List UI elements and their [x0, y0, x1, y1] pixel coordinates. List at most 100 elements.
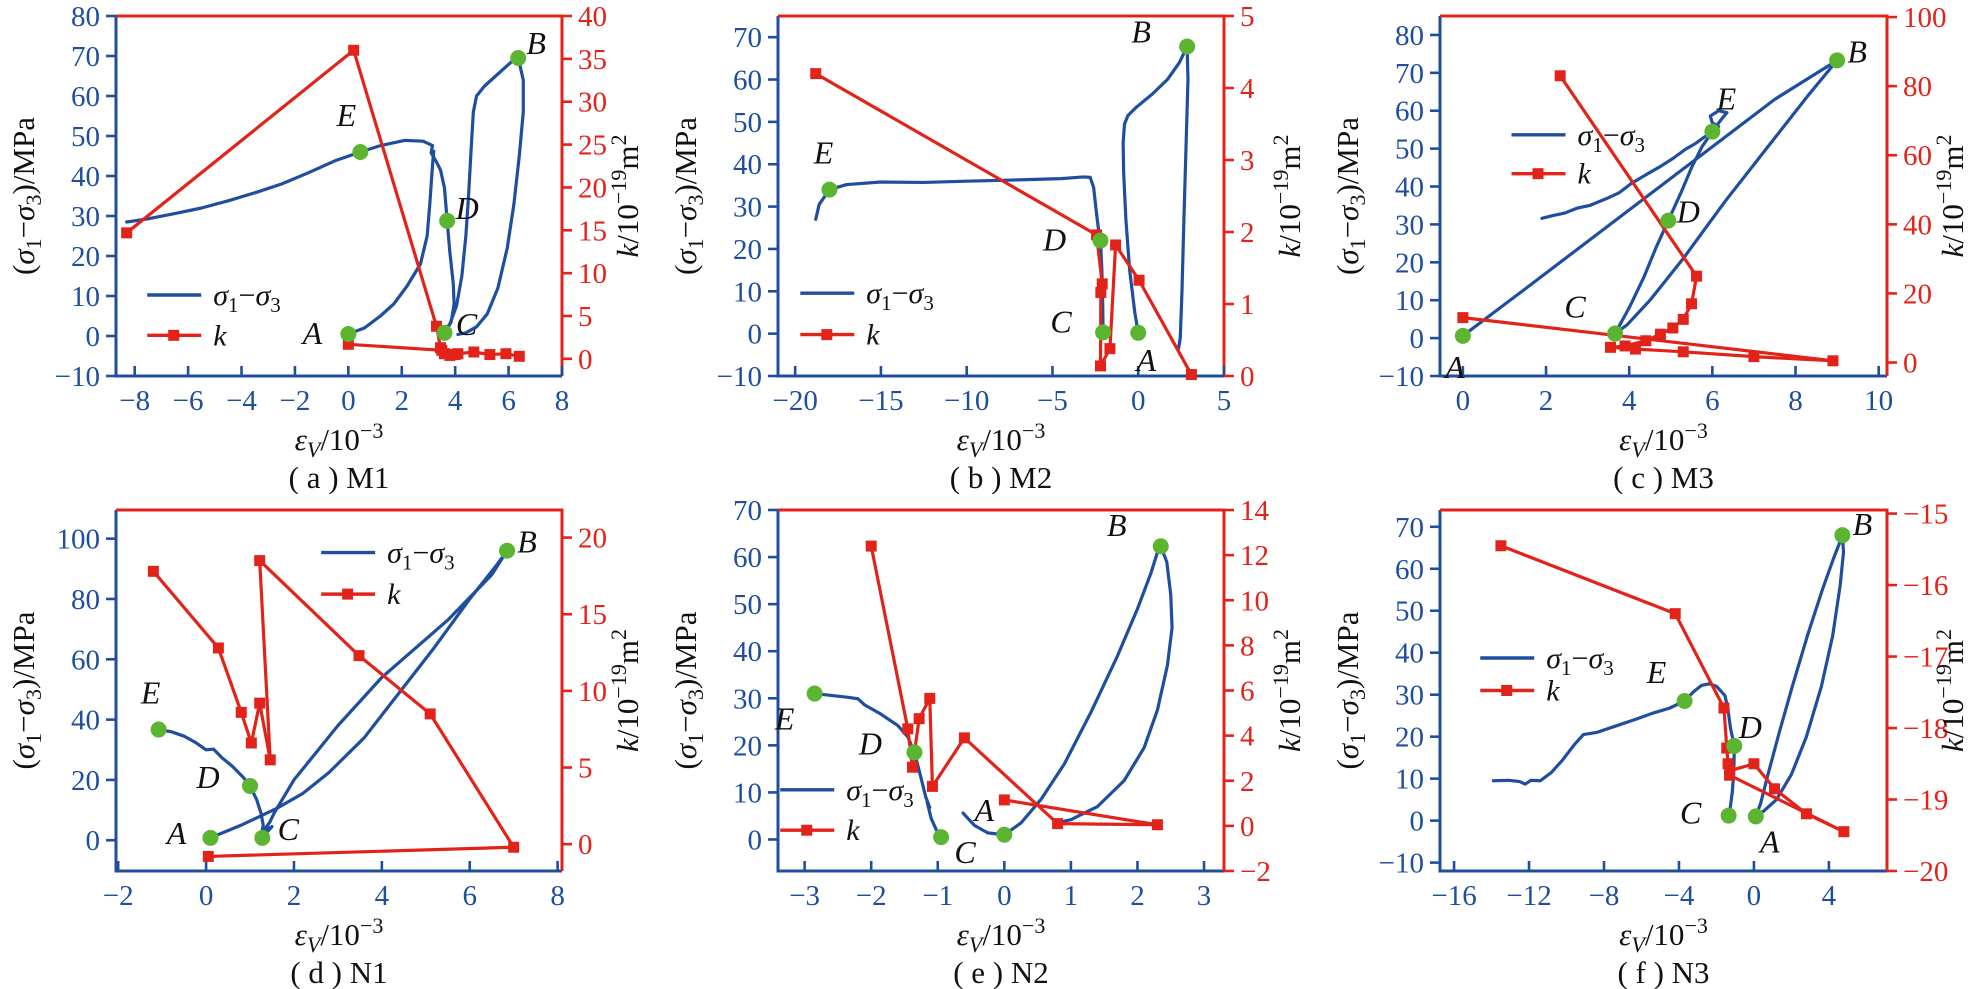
stage-point-label-e: E — [1646, 654, 1667, 690]
x-tick-label: 0 — [1131, 385, 1146, 417]
stress-strain-curve — [157, 727, 265, 840]
x-tick-label: −16 — [1431, 880, 1476, 912]
chart-canvas-e: −3 −2 −1 0 1 2 3010203040506070−202468101214(σ… — [668, 495, 1307, 989]
y-right-tick-label: 60 — [1903, 140, 1932, 172]
permeability-marker — [264, 754, 276, 766]
y-right-tick-label: 40 — [578, 1, 607, 33]
permeability-curve — [869, 545, 1160, 827]
y-right-tick-label: 10 — [578, 676, 607, 708]
axis-frame-red — [1440, 508, 1889, 871]
legend-marker-k — [801, 824, 813, 836]
y-left-tick-label: 0 — [748, 824, 763, 856]
permeability-marker — [1748, 758, 1760, 770]
chart-canvas-f: −16 −12 −8 −4 0 4 −10 0 10 20 30 40 50 60 70 −20 −19 −18 −… — [1330, 499, 1970, 989]
stress-strain-curve — [1121, 44, 1189, 335]
stage-point-label-a: A — [301, 315, 323, 351]
y-right-tick-label: 5 — [578, 753, 593, 785]
stage-point-label-c: C — [1050, 303, 1072, 339]
x-tick-label: 5 — [1217, 385, 1232, 417]
stage-point-b — [1152, 538, 1169, 555]
stress-strain-curve — [1613, 58, 1839, 336]
x-tick-label: 1 — [1064, 880, 1079, 912]
y-left-tick-label: 30 — [1395, 209, 1424, 241]
stage-point-d — [1726, 737, 1743, 754]
stage-point-d — [242, 777, 259, 794]
stage-point-b — [1829, 52, 1846, 69]
y-right-tick-label: 35 — [578, 44, 607, 76]
y-right-tick-label: 1 — [1240, 289, 1255, 321]
y-left-axis-title: (σ1−σ3)/MPa — [1330, 117, 1370, 275]
y-right-tick-label: 0 — [578, 344, 593, 376]
stress-strain-curve — [125, 138, 435, 224]
stage-point-label-b: B — [1131, 13, 1151, 49]
x-tick-label: 6 — [501, 385, 516, 417]
x-tick-label: 4 — [1622, 385, 1637, 417]
y-left-tick-label: 50 — [1395, 134, 1424, 166]
stage-point-c — [436, 324, 453, 341]
legend-label: k — [213, 319, 227, 352]
y-left-tick-label: 30 — [733, 192, 762, 224]
y-left-tick-label: 80 — [71, 1, 100, 33]
stage-point-e — [821, 181, 838, 198]
stage-point-d — [906, 744, 923, 761]
chart-canvas-a: −8 −6 −4 −2 0 2 4 6 8 −10 0 10 20 30 40 50 60 70 80 0 5 10 15 2… — [6, 1, 645, 494]
y-right-tick-label: −15 — [1903, 499, 1948, 531]
axis-frame-blue — [776, 510, 1224, 873]
stage-point-d — [1092, 232, 1109, 249]
chart-canvas-d: −2 0 2 4 6 802040608010005101520(σ1−σ3)/MPak/… — [6, 508, 645, 989]
y-left-tick-label: 10 — [71, 281, 100, 313]
x-tick-label: 0 — [997, 880, 1012, 912]
legend-marker-k — [342, 588, 354, 600]
permeability-marker — [1718, 702, 1730, 714]
stage-point-label-d: D — [858, 725, 882, 761]
y-left-tick-label: 50 — [733, 589, 762, 621]
permeability-marker — [1554, 70, 1566, 82]
stage-point-b — [1179, 38, 1196, 55]
axis-frame-red — [116, 508, 564, 871]
x-tick-label: 6 — [1705, 385, 1720, 417]
stage-point-e — [352, 144, 369, 160]
permeability-marker — [1667, 322, 1679, 334]
y-left-tick-label: 100 — [57, 524, 101, 556]
stage-point-label-c: C — [456, 306, 478, 342]
y-right-tick-label: 20 — [578, 172, 607, 204]
y-left-tick-label: 60 — [1395, 554, 1424, 586]
y-right-tick-label: 0 — [1903, 348, 1918, 380]
y-right-tick-label: 2 — [1240, 217, 1255, 249]
y-right-tick-label: 0 — [1240, 361, 1255, 393]
permeability-marker — [508, 841, 520, 853]
stage-point-label-a: A — [165, 815, 187, 851]
y-left-tick-label: 80 — [1395, 20, 1424, 52]
subplot-a-m1: −8 −6 −4 −2 0 2 4 6 8 −10 0 10 20 30 40 50 60 70 80 0 5 10 15 2… — [0, 0, 662, 494]
y-left-tick-label: 0 — [86, 321, 101, 353]
stage-point-c — [1607, 325, 1624, 342]
legend-label: k — [387, 578, 401, 611]
permeability-marker — [1748, 351, 1760, 363]
permeability-marker — [1838, 826, 1850, 838]
stage-point-e — [150, 721, 167, 738]
permeability-marker — [1096, 278, 1108, 290]
y-left-tick-label: 30 — [71, 201, 100, 233]
y-right-tick-label: −16 — [1903, 570, 1948, 602]
x-tick-label: −3 — [789, 880, 820, 912]
permeability-marker — [1052, 818, 1064, 830]
permeability-marker — [958, 732, 970, 744]
subplot-f-n3: −16 −12 −8 −4 0 4 −10 0 10 20 30 40 50 60 70 −20 −19 −18 −… — [1324, 494, 1987, 989]
permeability-marker — [436, 344, 448, 356]
permeability-marker — [926, 780, 938, 792]
x-tick-label: −20 — [772, 385, 817, 417]
y-left-tick-label: 70 — [71, 41, 100, 73]
permeability-marker — [998, 794, 1010, 806]
permeability-marker — [1110, 239, 1122, 251]
stage-point-label-e: E — [336, 97, 357, 133]
stress-strain-curve — [961, 544, 1174, 837]
x-tick-label: 0 — [1456, 385, 1471, 417]
y-left-tick-label: 30 — [1395, 680, 1424, 712]
permeability-marker — [484, 349, 496, 361]
y-right-tick-label: 2 — [1240, 766, 1255, 798]
permeability-marker — [353, 650, 365, 662]
y-left-tick-label: 60 — [1395, 96, 1424, 128]
subplot-caption: ( b ) M2 — [950, 460, 1052, 494]
stage-point-label-a: A — [1134, 342, 1156, 378]
stage-point-a — [1747, 808, 1764, 825]
